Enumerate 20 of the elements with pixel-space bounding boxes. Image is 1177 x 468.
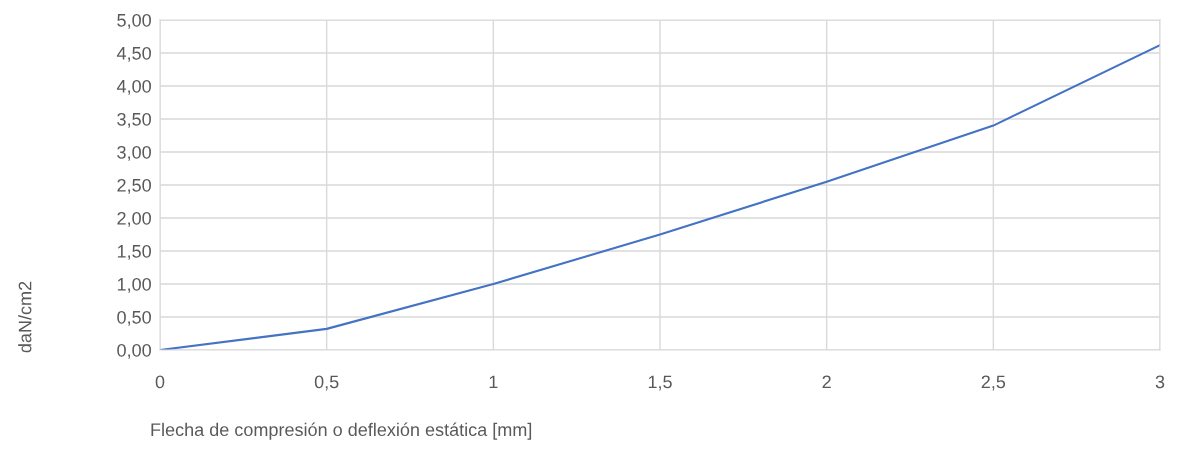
y-tick-label: 0,50 — [117, 310, 151, 326]
x-tick-label: 1,5 — [648, 375, 672, 391]
y-tick-label: 4,50 — [116, 46, 151, 62]
y-axis-title: daN/cm2 — [18, 281, 32, 353]
y-tick-label: 3,50 — [117, 112, 151, 128]
y-tick-label: 1,50 — [117, 244, 151, 260]
y-tick-label: 4,00 — [116, 79, 151, 95]
y-tick-label: 2,50 — [117, 178, 151, 194]
x-axis-title: Flecha de compresión o deflexión estática [mm] — [151, 422, 532, 440]
y-tick-label: 2,00 — [117, 211, 151, 227]
x-tick-label: 1 — [489, 375, 498, 389]
y-tick-label: 1,00 — [117, 277, 151, 293]
x-tick-label: 0 — [155, 375, 165, 389]
y-tick-label: 5,00 — [117, 13, 151, 29]
y-tick-label: 0,00 — [117, 343, 151, 359]
y-tick-label: 3,00 — [117, 145, 151, 161]
x-tick-label: 2 — [822, 375, 831, 389]
x-tick-label: 0,5 — [314, 375, 339, 391]
x-tick-label: 3 — [1155, 375, 1165, 389]
x-tick-label: 2,5 — [981, 375, 1006, 391]
